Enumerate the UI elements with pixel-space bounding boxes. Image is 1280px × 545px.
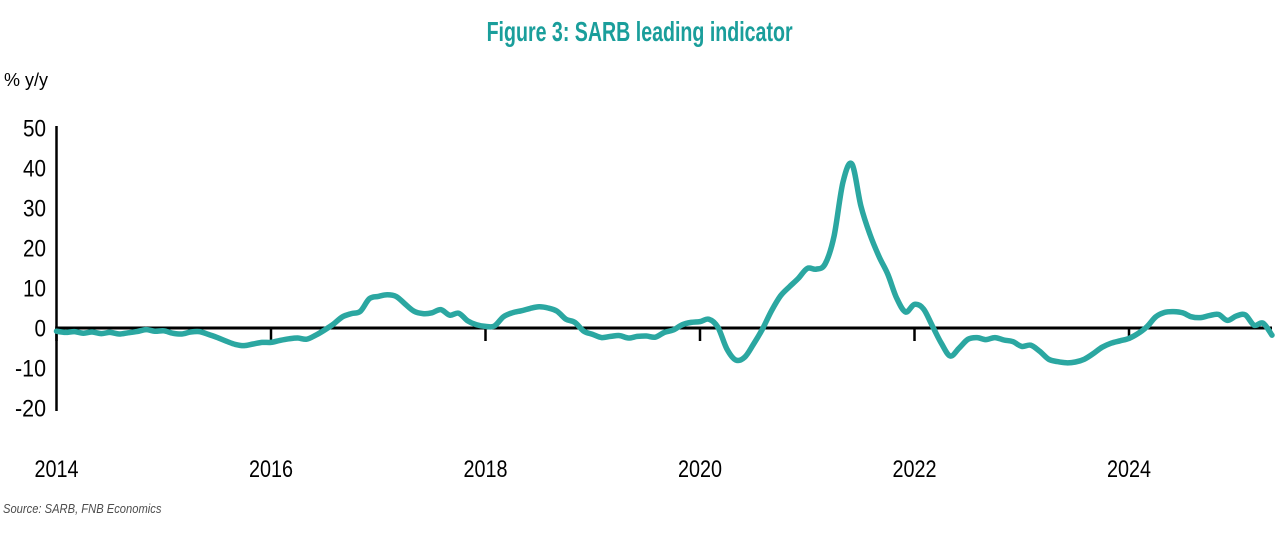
y-tick-label: 50 bbox=[23, 116, 46, 143]
page-title: Figure 3: SARB leading indicator bbox=[0, 16, 1280, 48]
y-tick-label: 10 bbox=[23, 276, 46, 303]
x-tick-label: 2014 bbox=[35, 456, 79, 483]
series-line-sarb-leading-indicator bbox=[53, 160, 1275, 366]
y-tick-label: -10 bbox=[15, 356, 46, 383]
y-tick-label: 20 bbox=[23, 236, 46, 263]
y-tick-label: -20 bbox=[15, 396, 46, 423]
page-title-text: Figure 3: SARB leading indicator bbox=[486, 16, 794, 47]
source-note-text: Source: SARB, FNB Economics bbox=[3, 501, 162, 516]
y-tick-label: 0 bbox=[35, 316, 47, 343]
y-tick-label: 40 bbox=[23, 156, 46, 183]
x-tick-label: 2016 bbox=[249, 456, 293, 483]
x-tick-label: 2020 bbox=[678, 456, 722, 483]
source-note: Source: SARB, FNB Economics bbox=[3, 501, 187, 516]
y-tick-label: 30 bbox=[23, 196, 46, 223]
x-tick-label: 2024 bbox=[1107, 456, 1151, 483]
x-tick-label: 2022 bbox=[893, 456, 937, 483]
y-axis-unit-label: % y/y bbox=[4, 70, 49, 90]
x-tick-label: 2018 bbox=[464, 456, 508, 483]
